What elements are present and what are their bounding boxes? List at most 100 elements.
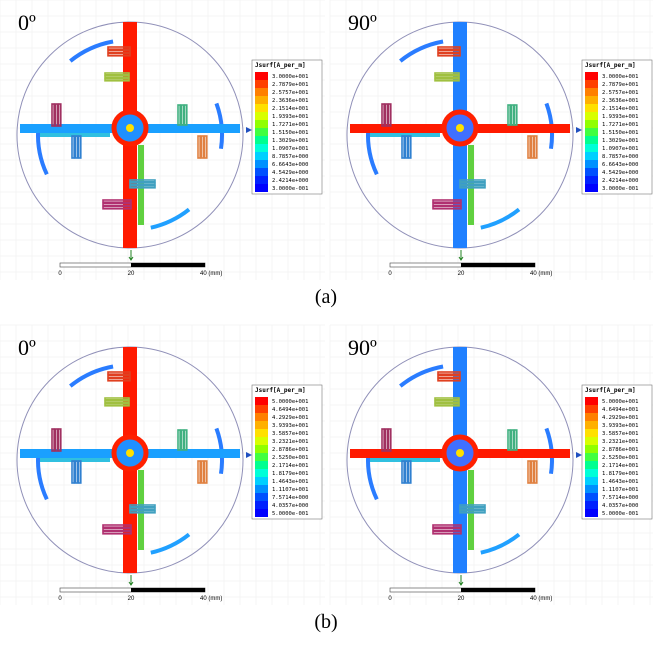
stub	[401, 460, 412, 484]
legend-title: Jsurf[A_per_m]	[255, 62, 306, 69]
stub	[104, 397, 130, 407]
legend-label: 2.1514e+001	[602, 106, 638, 112]
stub-line	[527, 460, 531, 484]
stub	[51, 428, 62, 452]
legend-swatch	[585, 88, 598, 96]
scale-label: 0	[388, 271, 392, 277]
legend-swatch	[255, 437, 268, 445]
stub	[459, 504, 486, 514]
stub	[102, 524, 132, 535]
legend-swatch	[255, 493, 268, 501]
stub-line	[51, 103, 55, 127]
legend-swatch	[255, 397, 268, 405]
caption: (a)	[315, 286, 337, 308]
stub-line	[507, 104, 511, 126]
legend-label: 1.8179e+001	[272, 471, 308, 477]
stub-line	[407, 135, 412, 159]
legend-label: 7.5714e+000	[272, 495, 308, 501]
axis-marker	[246, 452, 252, 458]
center-dot	[456, 124, 464, 132]
legend-label: 6.6643e+000	[272, 162, 308, 168]
stub-line	[102, 205, 132, 210]
stub	[51, 103, 62, 127]
scale-label: 0	[58, 271, 62, 277]
stub-line	[104, 72, 130, 76]
stub	[197, 135, 208, 159]
stub-line	[177, 429, 181, 451]
scale-bar-fill	[131, 588, 205, 592]
arc-element	[399, 39, 444, 63]
stub-line	[203, 460, 208, 484]
legend-swatch	[255, 72, 268, 80]
legend-swatch	[255, 453, 268, 461]
legend-label: 4.0357e+000	[272, 503, 308, 509]
stub-line	[387, 103, 392, 127]
stub-line	[437, 374, 461, 379]
legend-swatch	[255, 104, 268, 112]
legend-label: 2.7879e+001	[272, 82, 308, 88]
stub-line	[434, 72, 460, 76]
stub-line	[203, 135, 208, 159]
stub	[432, 199, 462, 210]
center-dot	[456, 449, 464, 457]
stub-line	[432, 202, 462, 207]
panel: 0º Jsurf[A_per_m] 3.0000e+001 2.7879e+001 2.…	[0, 0, 325, 280]
stub-line	[183, 104, 188, 126]
legend-swatch	[585, 429, 598, 437]
legend-title: Jsurf[A_per_m]	[255, 387, 306, 394]
scale-label: 40 (mm)	[200, 271, 222, 277]
arc-element	[150, 532, 191, 555]
stub-line	[102, 524, 132, 528]
legend-label: 1.9393e+001	[602, 114, 638, 120]
stub-line	[129, 179, 156, 183]
stub-line	[57, 103, 62, 127]
legend-label: 1.4643e+001	[602, 479, 638, 485]
legend-swatch	[255, 152, 268, 160]
arc-element	[480, 532, 521, 555]
legend-swatch	[585, 445, 598, 453]
legend-swatch	[585, 160, 598, 168]
stub-line	[129, 185, 156, 189]
stub	[107, 371, 131, 382]
arc-element	[150, 207, 191, 230]
stub-line	[51, 428, 55, 452]
legend-label: 2.5757e+001	[272, 90, 308, 96]
arc-element	[69, 364, 114, 388]
legend-swatch	[255, 461, 268, 469]
legend-swatch	[255, 485, 268, 493]
legend-label: 1.1107e+001	[602, 487, 638, 493]
legend-label: 1.3029e+001	[602, 138, 638, 144]
legend-label: 1.7271e+001	[602, 122, 638, 128]
stub-line	[129, 504, 156, 508]
stub	[507, 429, 518, 451]
arm-detail	[370, 458, 440, 462]
legend-swatch	[585, 501, 598, 509]
stub	[432, 524, 462, 535]
legend-label: 2.5250e+001	[602, 455, 638, 461]
legend-swatch	[585, 485, 598, 493]
stub-line	[183, 429, 188, 451]
legend-swatch	[585, 413, 598, 421]
legend-label: 3.0000e+001	[602, 74, 638, 80]
legend-label: 3.0000e-001	[602, 186, 638, 192]
legend-swatch	[255, 112, 268, 120]
scale-label: 0	[388, 596, 392, 602]
legend-swatch	[255, 144, 268, 152]
legend-swatch	[255, 445, 268, 453]
arm-detail	[40, 458, 110, 462]
legend-label: 1.9393e+001	[272, 114, 308, 120]
legend-swatch	[585, 453, 598, 461]
stub-line	[197, 460, 201, 484]
stub-line	[510, 104, 515, 126]
legend-label: 1.5150e+001	[272, 130, 308, 136]
stub	[434, 397, 460, 407]
stub-line	[434, 400, 460, 404]
stub-line	[104, 400, 130, 404]
legend-swatch	[255, 136, 268, 144]
axis-marker	[576, 452, 582, 458]
stub-line	[459, 179, 486, 183]
legend-label: 1.0907e+001	[602, 146, 638, 152]
stub-line	[107, 52, 131, 57]
panel: 90º Jsurf[A_per_m] 5.0000e+001 4.6494e+001 4…	[329, 324, 653, 605]
